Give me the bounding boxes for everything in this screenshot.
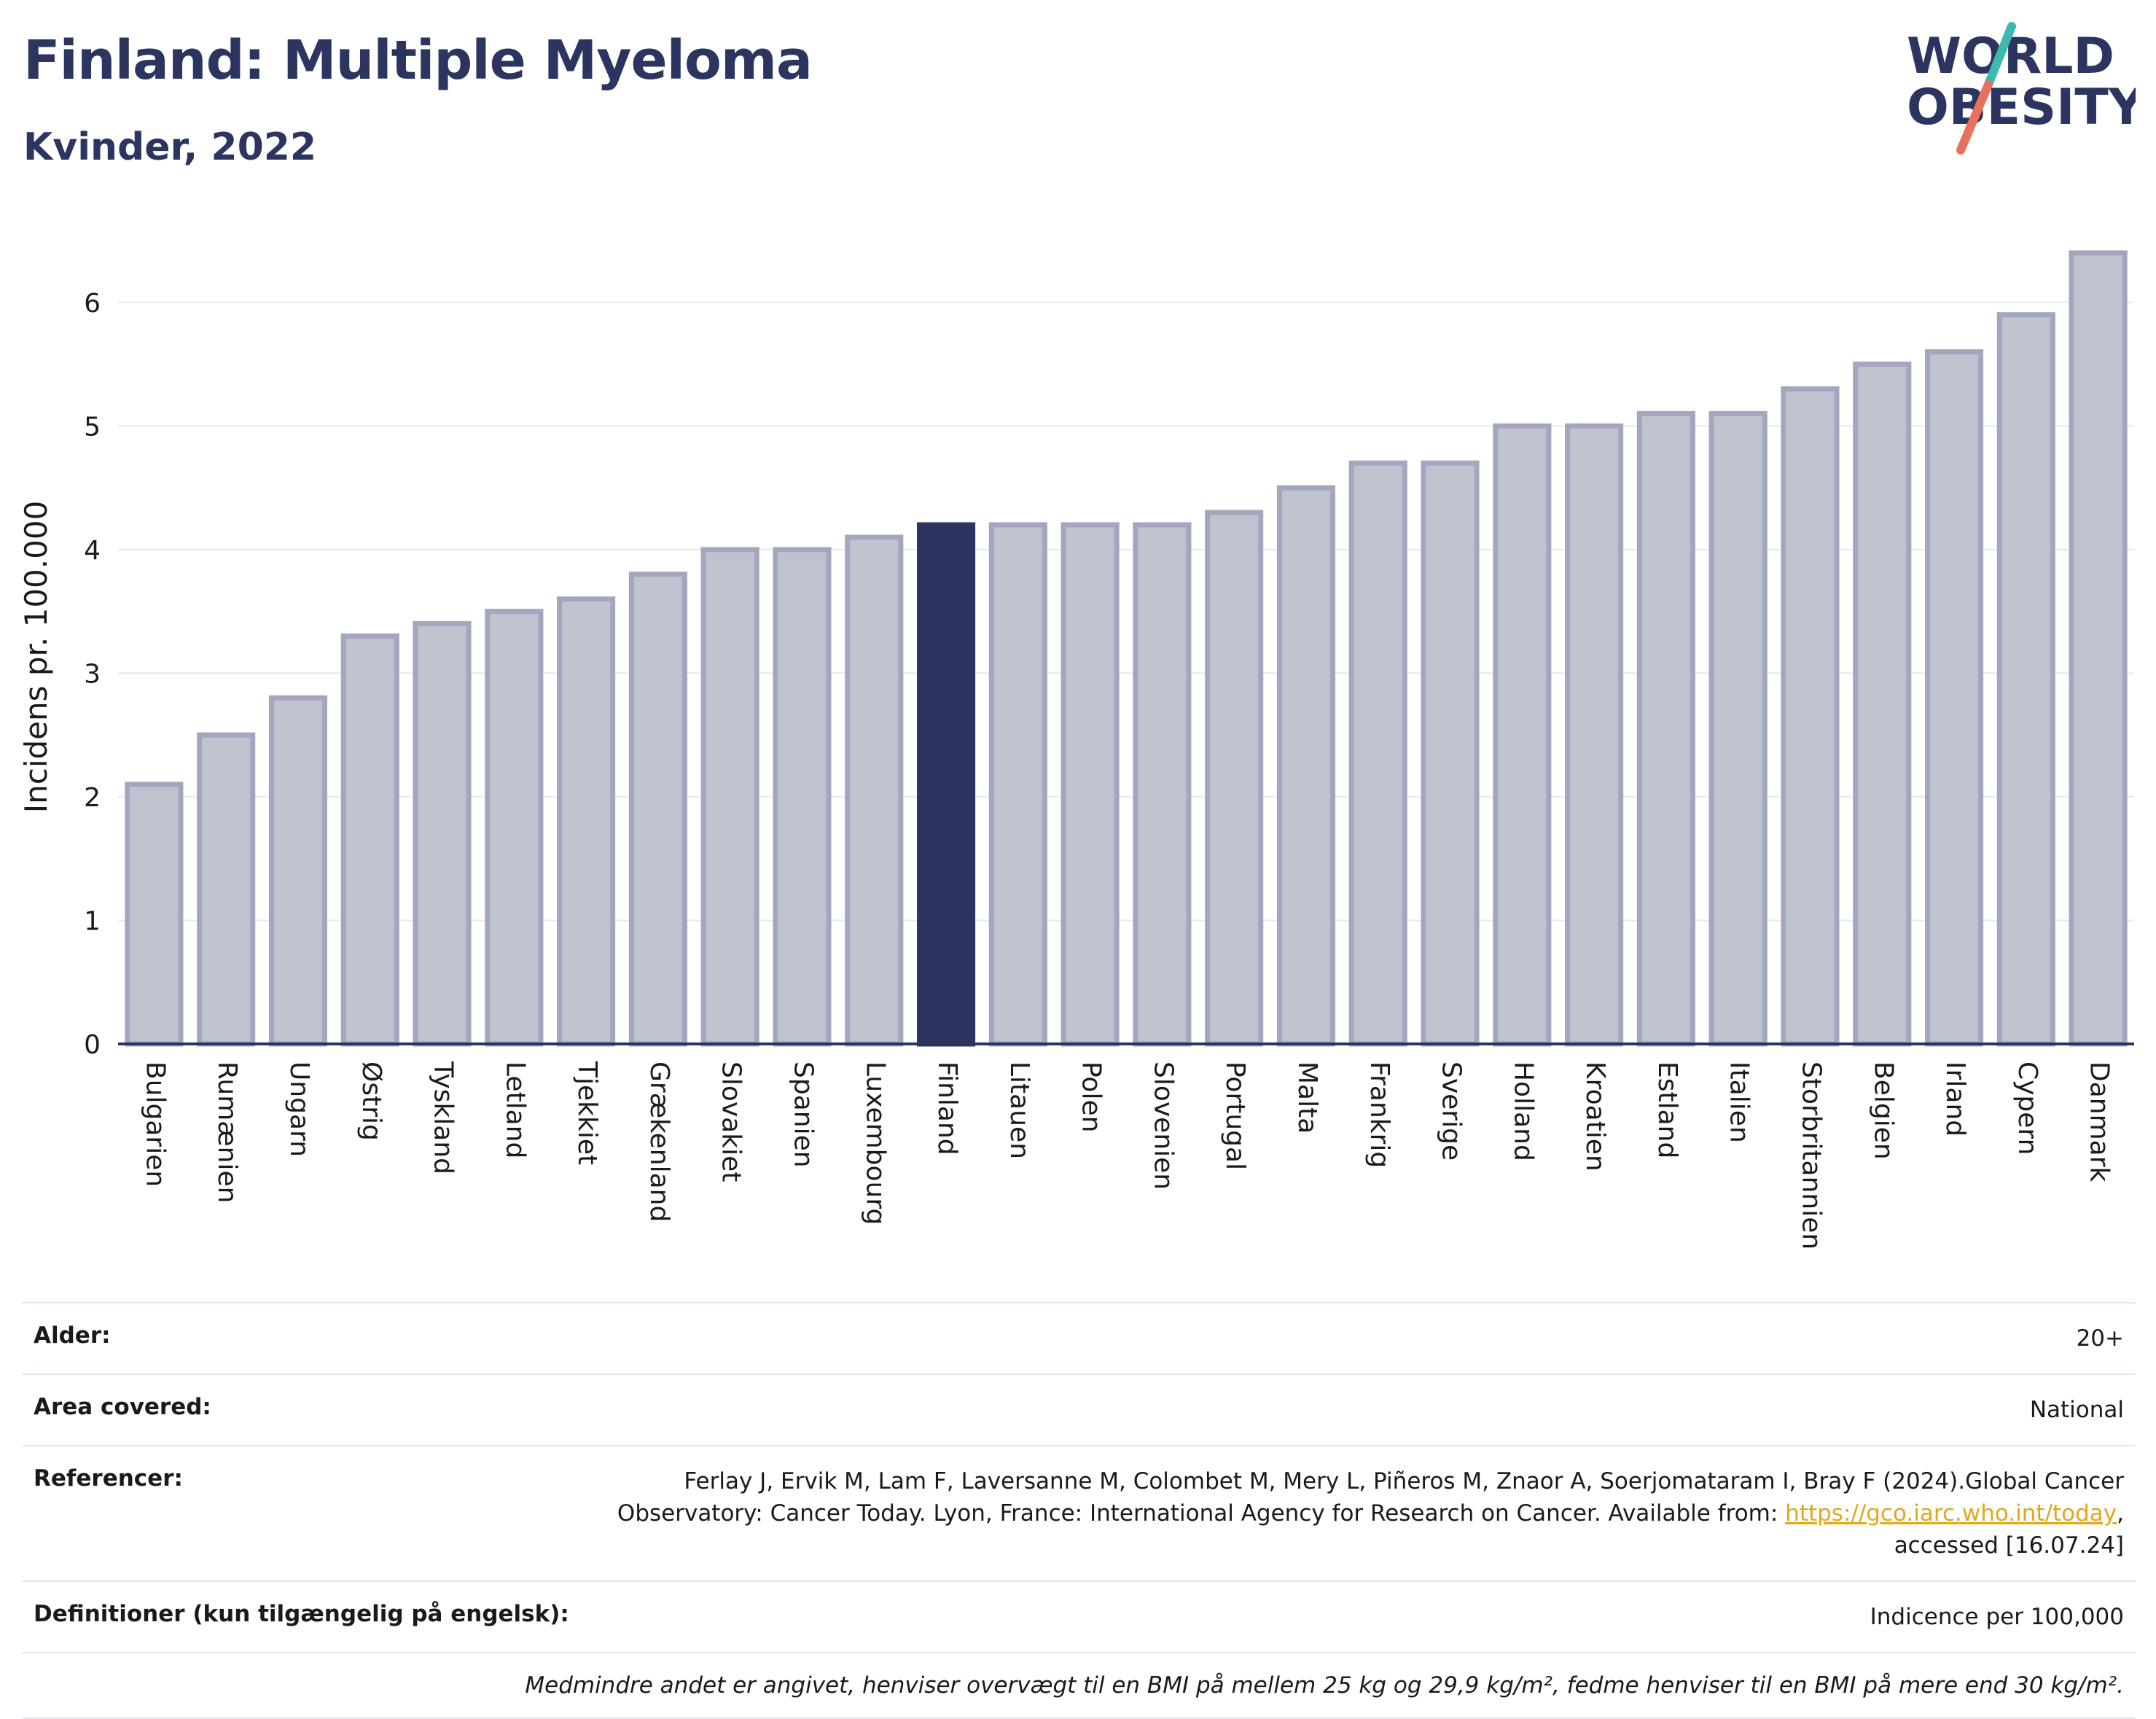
bar-estland <box>1636 410 1695 1047</box>
x-tick-label: Malta <box>1292 1061 1322 1134</box>
bar-italien <box>1708 410 1768 1047</box>
y-axis-label: Incidens pr. 100.000 <box>18 501 54 814</box>
bar-chart: 0 1 2 3 4 5 6 Bulgarien Rumænien Ungarn Østrig Tys… <box>18 250 2134 1250</box>
bar-bulgarien <box>125 781 184 1047</box>
logo-slash-teal <box>1984 22 2016 89</box>
x-tick-label: Tyskland <box>429 1061 458 1174</box>
y-tick-label: 2 <box>84 783 101 813</box>
age-value: 20+ <box>2076 1325 2124 1352</box>
bar-tjekkiet <box>557 596 616 1047</box>
logo-line2: OBESITY <box>1907 79 2136 136</box>
y-tick-label: 6 <box>84 289 101 319</box>
meta-row-references: Referencer: Ferlay J, Ervik M, Lam F, La… <box>22 1445 2136 1580</box>
x-tick-labels: Bulgarien Rumænien Ungarn Østrig Tyskland Let… <box>140 1061 2114 1250</box>
bar-polen <box>1061 522 1120 1047</box>
references-label: Referencer: <box>34 1465 183 1492</box>
bar-litauen <box>988 522 1047 1047</box>
reference-text-2: Observatory: Cancer Today. Lyon, France:… <box>617 1500 1786 1527</box>
bar-belgien <box>1853 362 1912 1047</box>
definitions-value: Indicence per 100,000 <box>1870 1604 2124 1630</box>
bar-ungarn <box>268 695 328 1047</box>
bar-holland <box>1493 423 1552 1047</box>
x-tick-label: Sverige <box>1437 1061 1466 1161</box>
bar-grækenland <box>628 572 687 1047</box>
x-tick-label: Polen <box>1077 1061 1106 1132</box>
x-tick-label: Letland <box>500 1061 530 1158</box>
logo-slash-coral <box>1956 80 1993 155</box>
y-tick-label: 5 <box>84 412 101 442</box>
bar-sverige <box>1421 460 1480 1047</box>
metadata-table: Alder: 20+ Area covered: National Refere… <box>22 1302 2136 1719</box>
reference-text-3: , <box>2117 1500 2124 1527</box>
meta-row-area: Area covered: National <box>22 1373 2136 1445</box>
x-tick-label: Danmark <box>2085 1061 2114 1182</box>
page-title: Finland: Multiple Myeloma <box>23 29 813 92</box>
bar-rumænien <box>197 732 256 1047</box>
world-obesity-logo: WORLD OBESITY <box>1907 22 2136 155</box>
y-tick-label: 1 <box>84 906 101 936</box>
x-tick-label: Rumænien <box>212 1061 242 1203</box>
y-tick-label: 4 <box>84 536 101 566</box>
x-tick-label: Litauen <box>1004 1061 1034 1159</box>
y-tick-labels: 0 1 2 3 4 5 6 <box>84 289 101 1060</box>
x-tick-label: Irland <box>1940 1061 1970 1137</box>
x-tick-label: Luxembourg <box>860 1061 890 1225</box>
x-tick-label: Kroatien <box>1580 1061 1610 1172</box>
x-tick-label: Belgien <box>1868 1061 1898 1160</box>
bar-frankrig <box>1348 460 1407 1047</box>
x-tick-label: Slovenien <box>1148 1061 1178 1190</box>
bars <box>125 250 2128 1047</box>
bar-østrig <box>340 634 399 1047</box>
x-tick-label: Grækenland <box>644 1061 674 1222</box>
definitions-label: Definitioner (kun tilgængelig på engelsk… <box>34 1601 569 1627</box>
bar-cypern <box>1996 312 2055 1047</box>
area-label: Area covered: <box>34 1394 211 1420</box>
bar-slovakiet <box>700 547 759 1047</box>
bar-portugal <box>1205 510 1264 1047</box>
x-tick-label: Frankrig <box>1364 1061 1394 1168</box>
y-tick-label: 0 <box>84 1030 101 1060</box>
bar-danmark <box>2069 250 2128 1047</box>
reference-text-4: accessed [16.07.24] <box>1894 1532 2124 1559</box>
age-label: Alder: <box>34 1322 111 1349</box>
bmi-note: Medmindre andet er angivet, henviser ove… <box>525 1672 2124 1699</box>
area-value: National <box>2029 1397 2124 1423</box>
bar-luxembourg <box>845 534 904 1047</box>
reference-link[interactable]: https://gco.iarc.who.int/today <box>1785 1500 2117 1527</box>
bar-slovenien <box>1133 522 1192 1047</box>
bar-storbritannien <box>1781 386 1840 1047</box>
x-tick-label: Finland <box>932 1061 962 1155</box>
x-tick-label: Ungarn <box>284 1061 314 1157</box>
meta-row-age: Alder: 20+ <box>22 1302 2136 1373</box>
x-tick-label: Estland <box>1652 1061 1682 1158</box>
y-tick-label: 3 <box>84 659 101 689</box>
bar-letland <box>485 609 544 1047</box>
x-tick-label: Holland <box>1508 1061 1538 1161</box>
x-tick-label: Østrig <box>356 1061 386 1141</box>
meta-row-note: Medmindre andet er angivet, henviser ove… <box>22 1652 2136 1719</box>
reference-text-1: Ferlay J, Ervik M, Lam F, Laversanne M, … <box>684 1468 2124 1494</box>
x-tick-label: Tjekkiet <box>572 1061 602 1165</box>
bar-finland <box>916 522 976 1047</box>
bar-kroatien <box>1565 423 1624 1047</box>
bar-spanien <box>773 547 832 1047</box>
x-tick-label: Storbritannien <box>1796 1061 1826 1250</box>
bar-malta <box>1276 485 1336 1047</box>
x-tick-label: Spanien <box>788 1061 818 1168</box>
meta-row-definitions: Definitioner (kun tilgængelig på engelsk… <box>22 1580 2136 1652</box>
page-subtitle: Kvinder, 2022 <box>23 125 317 169</box>
x-tick-label: Bulgarien <box>140 1061 170 1187</box>
references-value: Ferlay J, Ervik M, Lam F, Laversanne M, … <box>617 1465 2124 1562</box>
x-tick-label: Portugal <box>1220 1061 1250 1170</box>
bar-irland <box>1924 349 1984 1047</box>
x-tick-label: Italien <box>1725 1061 1754 1143</box>
bar-tyskland <box>413 621 472 1047</box>
x-tick-label: Cypern <box>2012 1061 2042 1155</box>
x-tick-label: Slovakiet <box>716 1061 746 1182</box>
